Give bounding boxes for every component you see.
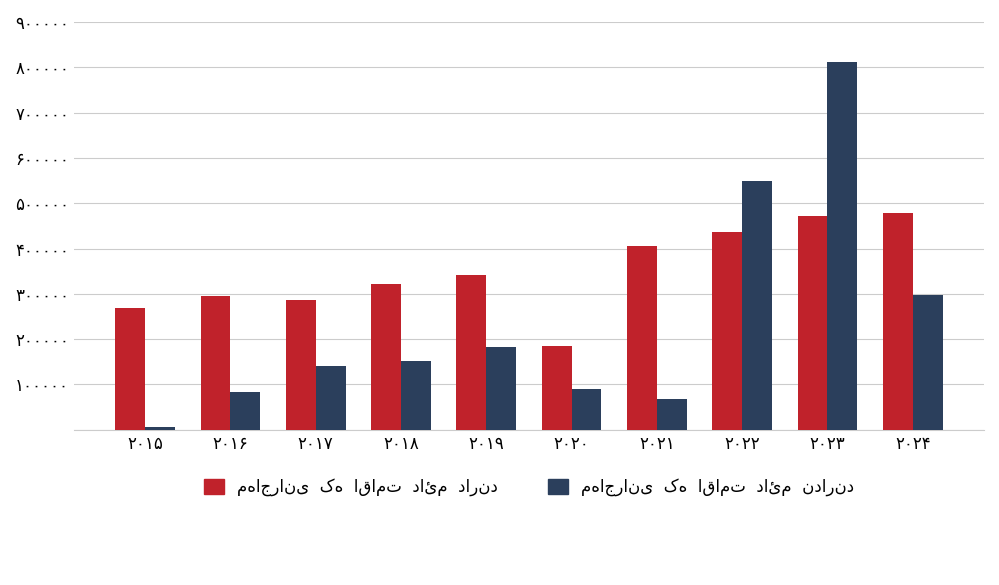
Bar bbox=[115, 308, 145, 430]
Bar bbox=[883, 213, 913, 430]
Bar bbox=[827, 62, 857, 430]
Bar bbox=[627, 246, 657, 430]
Bar bbox=[571, 389, 601, 430]
Bar bbox=[712, 232, 742, 430]
Bar bbox=[371, 284, 401, 430]
Bar bbox=[286, 300, 316, 430]
Bar bbox=[913, 295, 943, 430]
Bar bbox=[401, 361, 431, 430]
Bar bbox=[457, 276, 487, 430]
Bar bbox=[316, 366, 346, 430]
Bar bbox=[657, 399, 686, 430]
Legend: مهاجرانی  که  اقامت  دائم  دارند, مهاجرانی  که  اقامت  دائم  ندارند: مهاجرانی که اقامت دائم دارند, مهاجرانی ک… bbox=[197, 472, 861, 503]
Bar bbox=[541, 346, 571, 430]
Bar bbox=[201, 295, 231, 430]
Bar bbox=[231, 392, 260, 430]
Bar bbox=[797, 216, 827, 430]
Bar bbox=[145, 428, 175, 430]
Bar bbox=[487, 347, 516, 430]
Bar bbox=[742, 181, 772, 430]
